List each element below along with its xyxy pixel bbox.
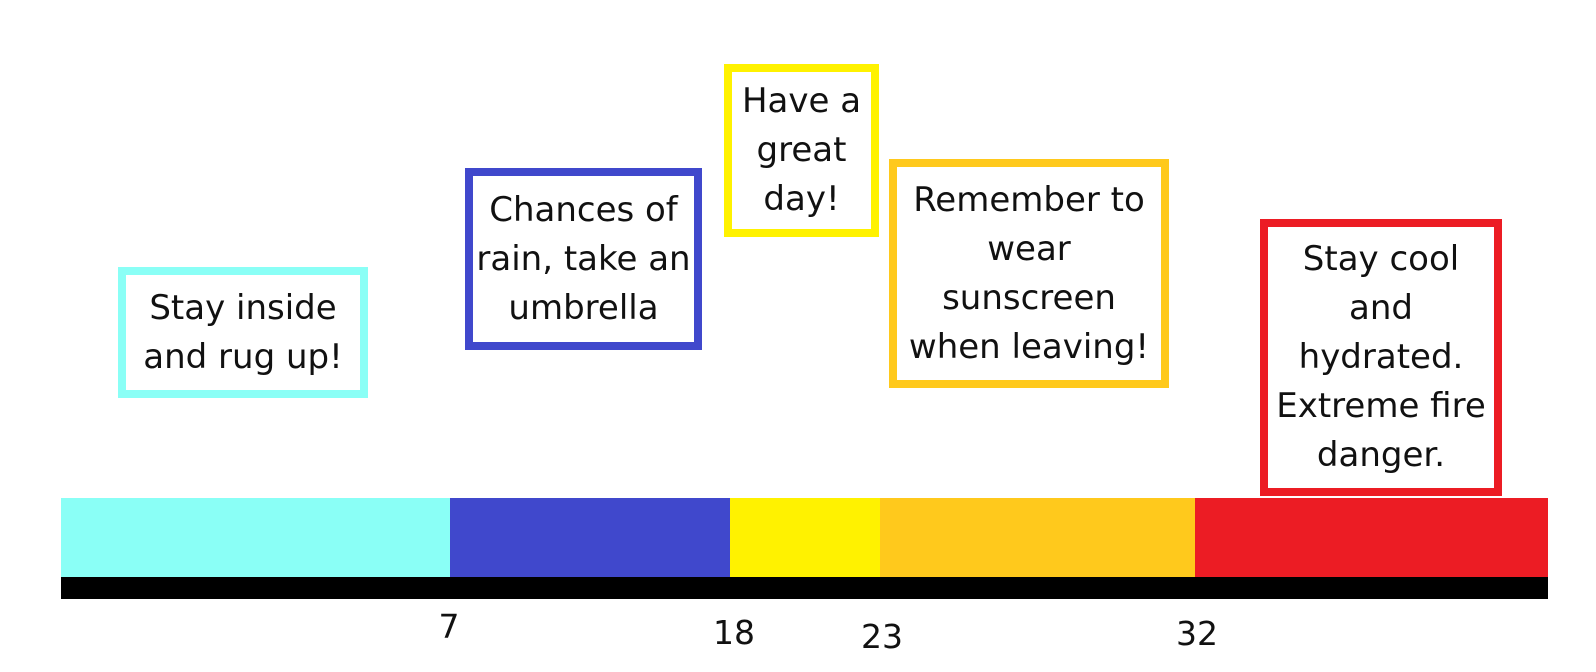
note-cool: Chances of rain, take an umbrella bbox=[465, 168, 702, 350]
threshold-label: 23 bbox=[861, 617, 903, 656]
note-hot-text: Stay cool and hydrated. Extreme fire dan… bbox=[1276, 239, 1486, 475]
scale-baseline bbox=[61, 577, 1548, 599]
threshold-label: 32 bbox=[1176, 614, 1218, 653]
band-hot bbox=[1195, 498, 1548, 577]
band-warm bbox=[880, 498, 1195, 577]
threshold-label: 18 bbox=[713, 613, 755, 652]
threshold-label: 7 bbox=[438, 607, 460, 646]
note-mild-text: Have a great day! bbox=[741, 81, 862, 219]
band-mild bbox=[730, 498, 880, 577]
band-cold bbox=[61, 498, 450, 577]
note-hot: Stay cool and hydrated. Extreme fire dan… bbox=[1260, 219, 1502, 496]
note-warm-text: Remember to wear sunscreen when leaving! bbox=[908, 179, 1150, 367]
note-warm: Remember to wear sunscreen when leaving! bbox=[889, 159, 1169, 388]
band-cool bbox=[450, 498, 730, 577]
note-cold: Stay inside and rug up! bbox=[118, 267, 368, 398]
note-cool-text: Chances of rain, take an umbrella bbox=[476, 189, 691, 328]
note-mild: Have a great day! bbox=[724, 64, 879, 237]
note-cold-text: Stay inside and rug up! bbox=[143, 287, 343, 377]
